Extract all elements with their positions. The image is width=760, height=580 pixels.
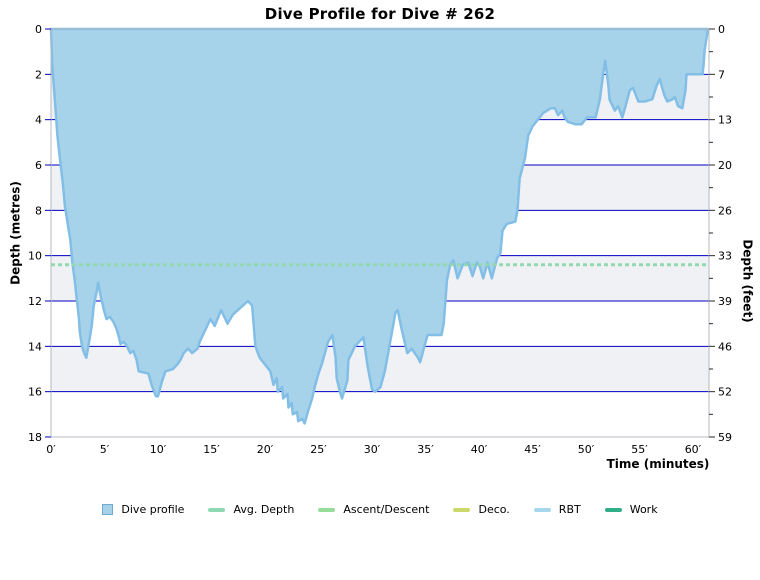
legend-swatch-square <box>102 504 114 515</box>
y-left-tick-label: 8 <box>35 204 42 217</box>
chart-legend: Dive profile Avg. Depth Ascent/Descent Deco… <box>0 503 760 516</box>
y-right-tick-label: 7 <box>718 68 725 81</box>
x-tick-label: 55′ <box>631 443 648 456</box>
y-right-tick-label: 52 <box>718 386 732 399</box>
legend-label: RBT <box>558 503 581 516</box>
legend-item: Ascent/Descent <box>318 503 429 516</box>
y-right-tick-label: 59 <box>718 431 732 444</box>
legend-label: Avg. Depth <box>233 503 295 516</box>
legend-swatch-line <box>318 507 336 512</box>
x-tick-label: 20′ <box>257 443 274 456</box>
legend-label: Deco. <box>478 503 510 516</box>
chart-title: Dive Profile for Dive # 262 <box>264 5 496 23</box>
legend-item: Dive profile <box>102 503 184 516</box>
x-tick-label: 0′ <box>46 443 56 456</box>
y-axis-label-feet: Depth (feet) <box>740 239 755 323</box>
legend-item: Work <box>604 503 658 516</box>
y-right-tick-label: 26 <box>718 204 732 217</box>
x-tick-label: 40′ <box>471 443 488 456</box>
y-axis-label-metres: Depth (metres) <box>8 181 23 285</box>
legend-swatch-line <box>533 507 551 512</box>
y-right-tick-label: 13 <box>718 114 732 127</box>
x-tick-label: 50′ <box>578 443 595 456</box>
legend-swatch-line <box>604 507 622 512</box>
y-left-tick-label: 18 <box>28 431 42 444</box>
y-right-tick-label: 20 <box>718 159 732 172</box>
legend-item: Avg. Depth <box>208 503 294 516</box>
y-left-tick-label: 6 <box>35 159 42 172</box>
x-tick-label: 60′ <box>685 443 702 456</box>
legend-item: RBT <box>533 503 581 516</box>
y-left-tick-label: 14 <box>28 340 42 353</box>
x-tick-label: 45′ <box>524 443 541 456</box>
legend-label: Dive profile <box>121 503 185 516</box>
legend-swatch-line <box>208 507 226 512</box>
x-tick-label: 30′ <box>364 443 381 456</box>
y-left-tick-label: 0 <box>35 23 42 36</box>
legend-label: Work <box>629 503 658 516</box>
x-tick-label: 5′ <box>100 443 110 456</box>
dive-profile-chart: 0 2 4 6 8 10 12 14 16 18 0 7 13 20 26 33 39 46 52 59 0′ 5′ 10′… <box>28 23 732 456</box>
y-right-tick-label: 0 <box>718 23 725 36</box>
legend-item: Deco. <box>453 503 510 516</box>
y-left-tick-label: 12 <box>28 295 42 308</box>
legend-swatch-line <box>453 507 471 512</box>
y-left-tick-label: 10 <box>28 250 42 263</box>
x-tick-label: 25′ <box>310 443 327 456</box>
y-right-tick-label: 33 <box>718 250 732 263</box>
x-tick-label: 10′ <box>150 443 167 456</box>
x-tick-label: 15′ <box>203 443 220 456</box>
legend-label: Ascent/Descent <box>343 503 430 516</box>
y-right-tick-label: 39 <box>718 295 732 308</box>
y-left-tick-label: 2 <box>35 68 42 81</box>
x-tick-label: 35′ <box>417 443 434 456</box>
depth-band <box>51 391 709 437</box>
y-left-tick-label: 16 <box>28 386 42 399</box>
y-left-tick-label: 4 <box>35 114 42 127</box>
x-axis-label: Time (minutes) <box>606 457 710 471</box>
dive-profile-series <box>49 27 710 425</box>
y-right-tick-label: 46 <box>718 340 732 353</box>
